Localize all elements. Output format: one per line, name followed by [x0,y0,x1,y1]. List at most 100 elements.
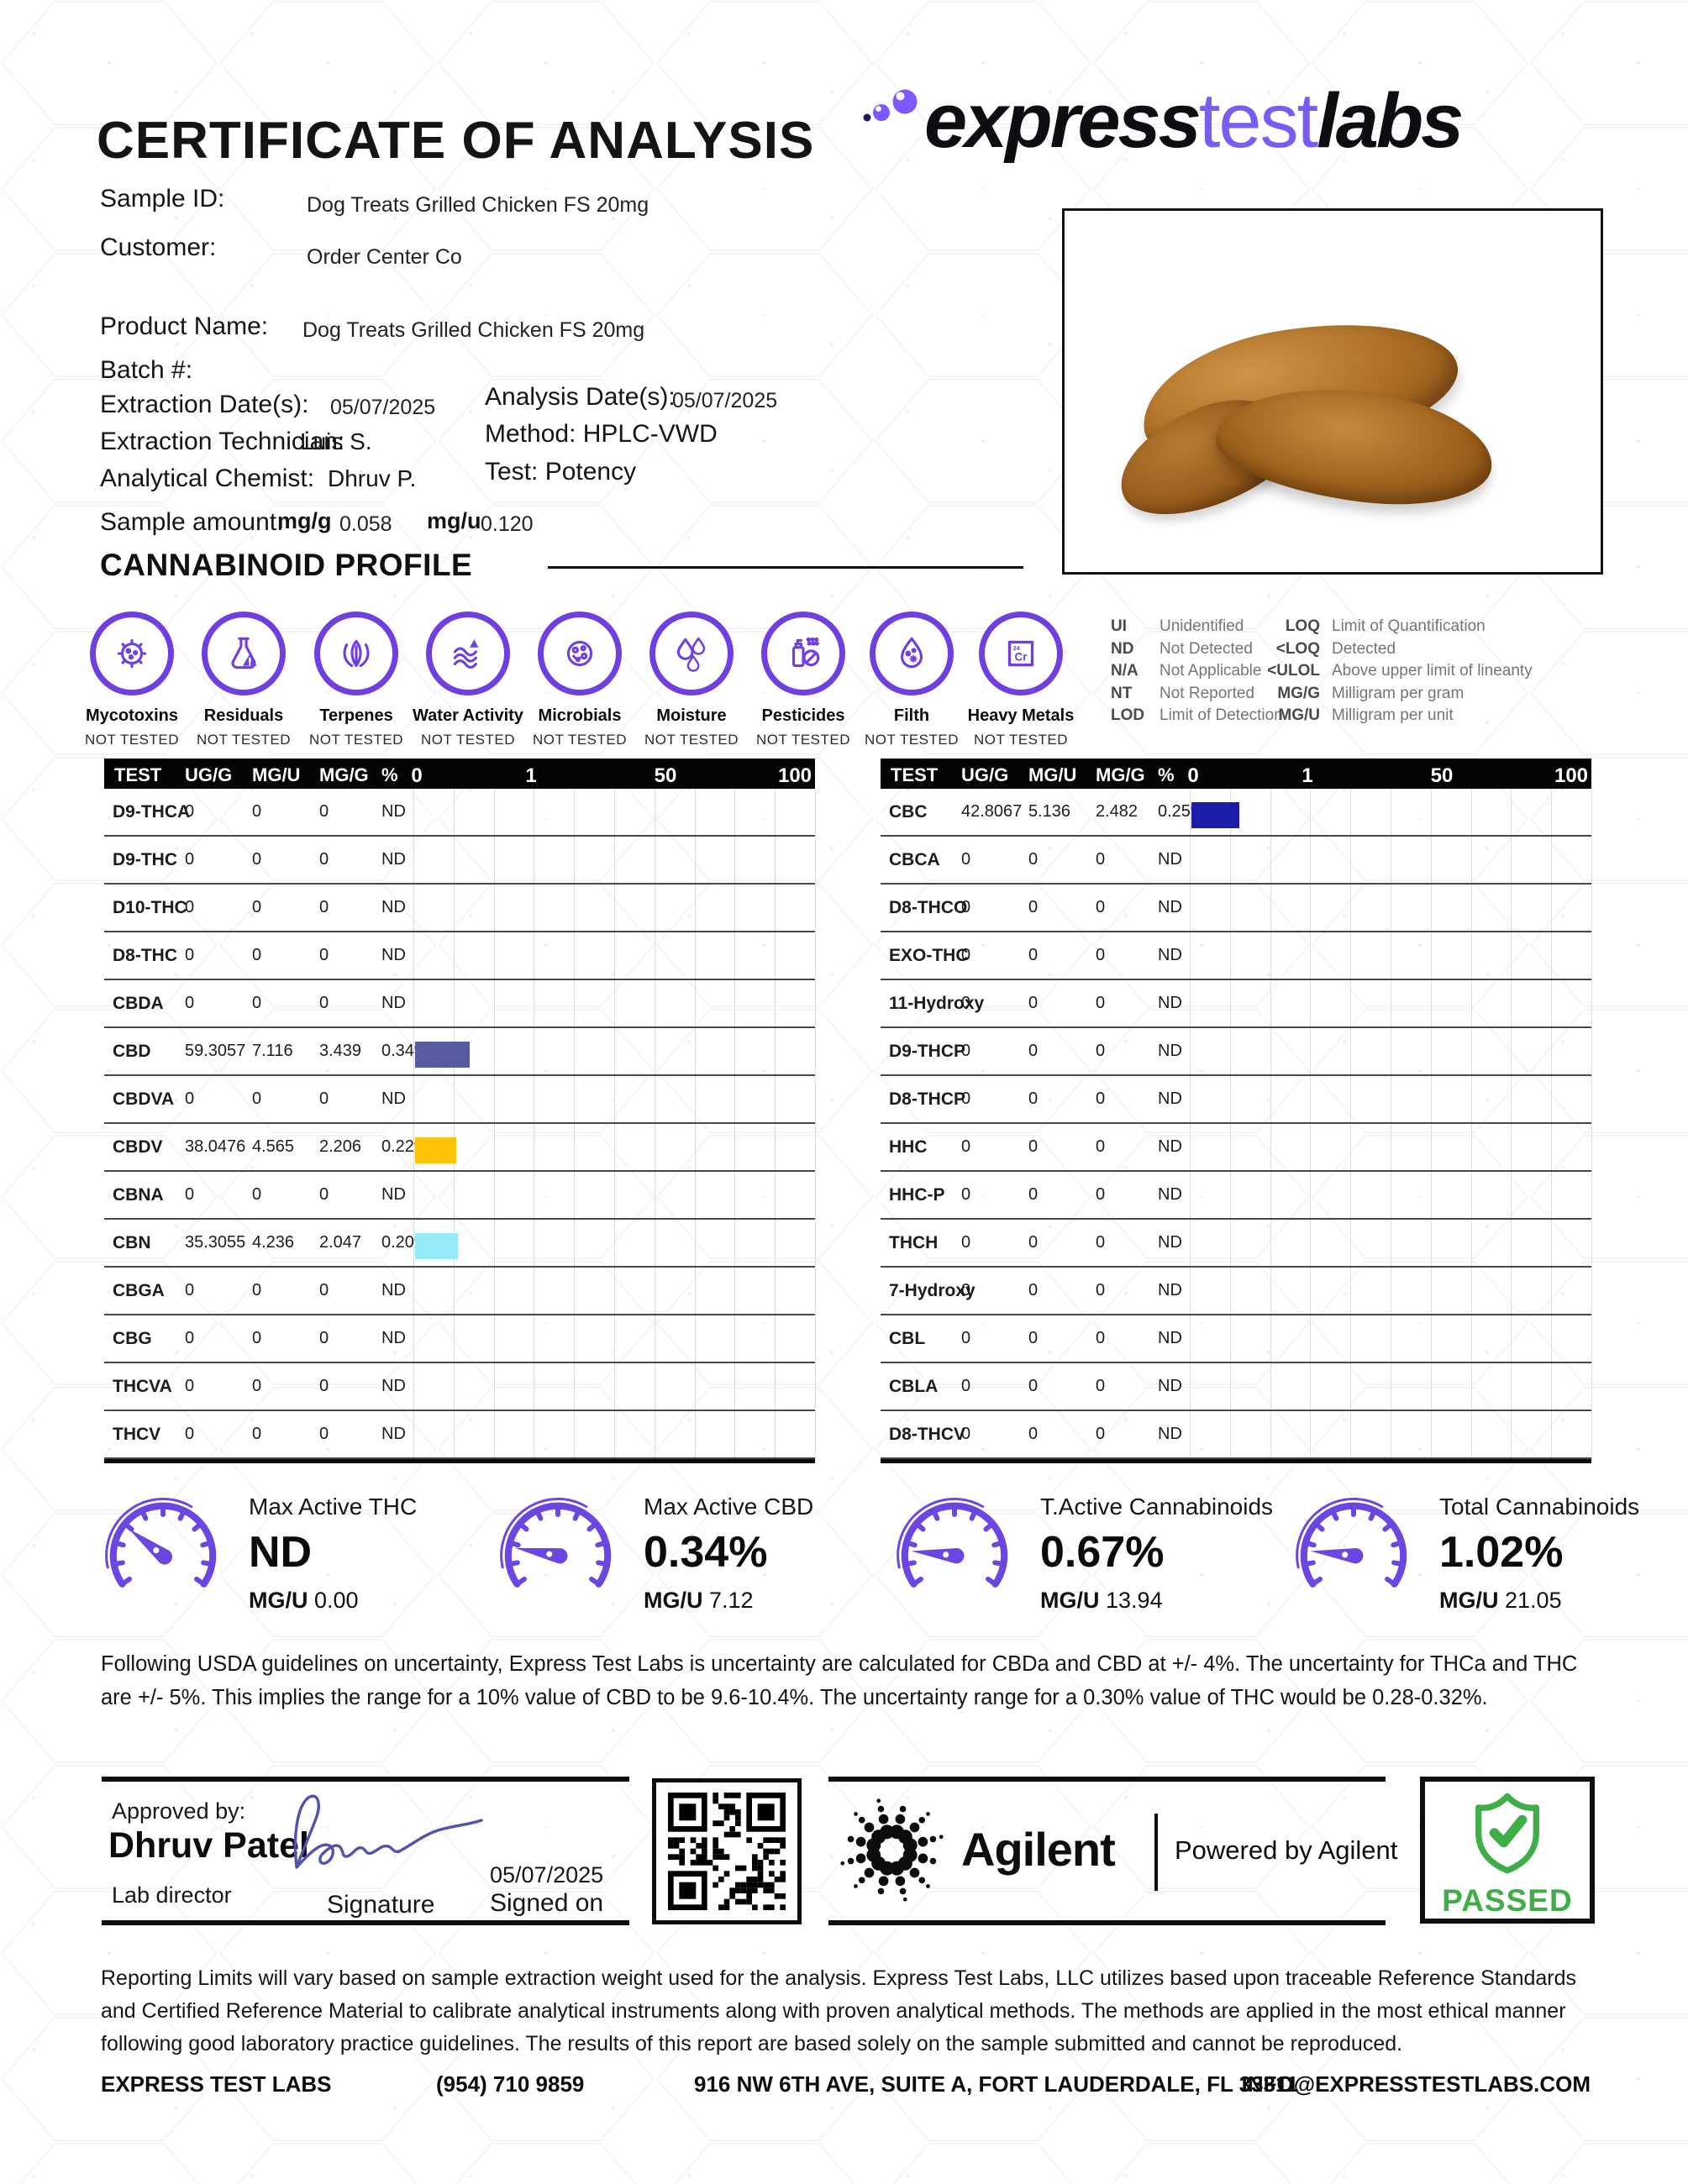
chart-cell [413,1028,815,1074]
table-row: D9-THCA 0 0 0 ND [104,789,815,837]
cell-test: CBC [889,802,928,822]
panel-filth: Filth NOT TESTED [849,612,975,748]
panel-label: Filth [893,706,930,725]
cell-mgg: 0 [319,994,329,1012]
cell-mgu: 0 [1028,946,1039,964]
cell-mgu: 4.236 [252,1233,295,1252]
gauge-needle [514,1547,568,1564]
scale-50: 50 [1430,764,1454,787]
legend-key: NT [1111,684,1133,702]
scale-100: 100 [1554,764,1589,787]
cell-ugg: 0 [185,898,195,916]
cell-ugg: 42.8067 [961,802,1023,821]
table-row: CBDVA 0 0 0 ND [104,1076,815,1124]
chart-cell [413,1220,815,1266]
cell-mgg: 0 [319,802,329,821]
cell-mgg: 0 [319,850,329,869]
cell-mgg: 0 [319,1329,329,1347]
cell-mgu: 0 [252,1281,262,1299]
cannabinoid-table-right: TEST UG/G MG/U MG/G % 0 1 50 100 CBC 42.… [881,759,1592,1463]
col-test: TEST [891,764,939,785]
cell-pct: ND [1158,1185,1182,1204]
cell-ugg: 0 [961,946,971,964]
cell-mgu: 0 [1028,1281,1039,1299]
cell-test: CBLA [889,1377,939,1396]
microbials-icon [538,612,622,696]
gauge-text: Max Active CBD 0.34% MG/U 7.12 [644,1494,813,1614]
legend-key: MG/G [1277,684,1320,702]
chart-cell [413,980,815,1026]
cell-mgg: 0 [1096,850,1106,869]
cell-pct: ND [381,802,406,821]
col-test: TEST [114,764,162,785]
cell-ugg: 0 [961,1377,971,1395]
cannabinoid-table-left: TEST UG/G MG/U MG/G % 0 1 50 100 D9-THCA… [104,759,816,1463]
agilent-divider [1154,1814,1158,1891]
legend-entry: MG/G Milligram per gram [1254,685,1533,707]
cell-ugg: 0 [961,1137,971,1156]
mgu-value: 0.120 [481,512,534,536]
table-row: D8-THCP 0 0 0 ND [881,1076,1591,1124]
row-bar [415,1042,470,1068]
cell-test: D8-THCO [889,898,968,917]
signature-image [293,1794,483,1869]
product-name-label: Product Name: [100,312,269,340]
gauge-dial-icon [500,1498,612,1588]
table-row: CBL 0 0 0 ND [881,1315,1591,1363]
gauge-unit-label: MG/U [249,1588,308,1613]
cell-mgu: 5.136 [1028,802,1071,821]
gauges-row: Max Active THC ND MG/U 0.00 [0,1488,1688,1640]
panel-microbials: Microbials NOT TESTED [517,612,643,748]
legend-value: Milligram per gram [1332,684,1465,702]
gauge: Total Cannabinoids 1.02% MG/U 21.05 [1291,1488,1639,1614]
scale-0: 0 [411,764,423,787]
method-line: Method: HPLC-VWD [485,420,718,449]
water-activity-icon [426,612,510,696]
logo-word-labs: labs [1317,77,1464,164]
chart-cell [1190,789,1591,835]
agilent-starburst-icon [840,1798,944,1902]
cell-mgu: 0 [1028,1377,1039,1395]
gauge-dial-icon [897,1498,1008,1588]
legend-value: Milligram per unit [1332,706,1454,724]
signed-date: 05/07/2025 [490,1862,604,1887]
table-body: D9-THCA 0 0 0 ND D9-THC 0 0 0 ND [104,789,816,1463]
cell-mgg: 0 [1096,946,1106,964]
legend-entry: LOD Limit of Detection [1111,706,1283,729]
cell-ugg: 0 [185,850,195,869]
col-mgg: MG/G [319,764,369,785]
cell-mgg: 0 [1096,1042,1106,1060]
table-row: D9-THC 0 0 0 ND [104,837,815,885]
gauge-dial-icon [1296,1498,1407,1588]
passed-label: PASSED [1442,1883,1573,1918]
panel-heavy-metals: 24 Cr Heavy Metals NOT TESTED [958,612,1084,748]
chart-cell [1190,1268,1591,1314]
cell-mgg: 0 [1096,1425,1106,1443]
chart-cell [413,1363,815,1410]
extraction-tech-label: Extraction Technician: [100,428,345,455]
cell-mgu: 7.116 [252,1042,293,1060]
cell-mgu: 0 [1028,1329,1039,1347]
test-value: Potency [544,458,637,486]
table-row: THCV 0 0 0 ND [104,1411,815,1459]
table-row: CBD 59.3057 7.116 3.439 0.34% [104,1028,815,1076]
row-bar [1191,802,1239,828]
cell-ugg: 35.3055 [185,1233,246,1252]
cell-pct: ND [1158,1137,1182,1156]
cell-test: EXO-THC [889,946,969,965]
col-mgu: MG/U [1028,764,1077,785]
chart-gridlines [1190,789,1592,1459]
cell-mgu: 0 [1028,1425,1039,1443]
cell-ugg: 0 [961,1089,971,1108]
cell-test: HHC [889,1137,928,1157]
panel-water-activity: Water Activity NOT TESTED [405,612,531,748]
cell-ugg: 0 [961,1425,971,1443]
gauge-unit: MG/U 13.94 [1040,1588,1273,1614]
cell-test: CBDA [113,994,164,1013]
cell-mgu: 0 [252,946,262,964]
gauge: Max Active CBD 0.34% MG/U 7.12 [496,1488,813,1614]
chart-gridlines [413,789,816,1459]
panel-label: Microbials [538,706,622,725]
gauge-unit-label: MG/U [1439,1588,1499,1613]
